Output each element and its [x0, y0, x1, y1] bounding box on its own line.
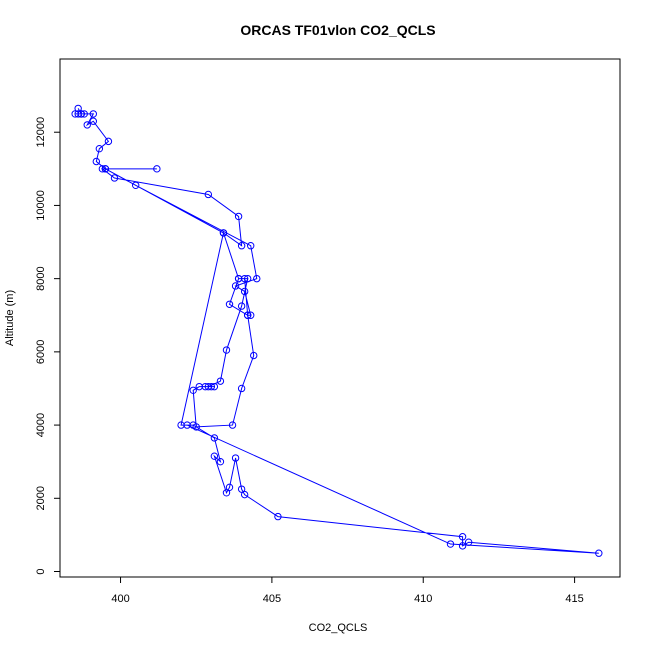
- data-point: [98, 165, 107, 173]
- data-point: [80, 110, 88, 118]
- data-point: [240, 287, 249, 296]
- data-point: [89, 110, 98, 118]
- data-point: [243, 274, 252, 283]
- x-axis: 400 405 410 415: [111, 576, 584, 605]
- data-point: [219, 229, 228, 237]
- data-point: [250, 351, 258, 360]
- data-point: [446, 540, 455, 548]
- x-tick-label: 410: [414, 593, 432, 605]
- y-tick-label: 10000: [35, 190, 47, 221]
- data-point: [253, 274, 261, 283]
- y-tick-label: 2000: [35, 486, 47, 510]
- data-point: [243, 311, 252, 319]
- data-point: [77, 110, 85, 118]
- data-point: [89, 117, 98, 125]
- data-point: [458, 533, 467, 541]
- data-point: [222, 346, 231, 354]
- data-point: [83, 121, 91, 129]
- data-point: [464, 538, 473, 546]
- y-axis: 0 2000 4000 6000 8000 10000 12000: [35, 117, 61, 575]
- data-point: [231, 454, 240, 462]
- data-point: [237, 302, 246, 310]
- data-point: [216, 457, 225, 466]
- data-point: [595, 549, 603, 557]
- data-point: [95, 144, 104, 153]
- data-point: [131, 181, 140, 190]
- data-point: [189, 386, 197, 394]
- data-point: [274, 512, 282, 521]
- data-point: [237, 384, 246, 393]
- x-axis-label: CO2_QCLS: [309, 622, 368, 634]
- data-point: [74, 104, 82, 113]
- data-point: [225, 483, 234, 492]
- chart-title: ORCAS TF01vlon CO2_QCLS: [240, 22, 435, 38]
- y-tick-label: 4000: [35, 413, 47, 437]
- data-point: [153, 165, 161, 173]
- data-point: [228, 421, 237, 429]
- series-layer: [71, 104, 603, 557]
- data-point: [225, 300, 234, 308]
- x-tick-label: 415: [565, 593, 583, 605]
- data-point: [240, 490, 249, 499]
- data-point: [234, 212, 243, 221]
- data-point: [210, 434, 219, 442]
- data-point: [237, 485, 246, 493]
- data-point: [234, 274, 243, 283]
- data-point: [104, 137, 113, 146]
- data-point: [195, 382, 203, 391]
- y-tick-label: 12000: [35, 117, 47, 148]
- y-tick-label: 6000: [35, 340, 47, 364]
- data-point: [231, 282, 240, 290]
- x-tick-label: 400: [111, 593, 129, 605]
- data-point: [110, 174, 119, 182]
- data-point: [204, 190, 213, 199]
- data-point: [222, 489, 231, 497]
- series-line: [75, 108, 599, 554]
- data-point: [210, 382, 219, 391]
- data-point: [183, 421, 191, 429]
- data-point: [458, 542, 467, 550]
- x-tick-label: 405: [263, 593, 281, 605]
- data-point: [247, 242, 255, 250]
- data-point: [210, 452, 219, 460]
- data-point: [247, 311, 255, 319]
- data-point: [237, 242, 246, 250]
- data-point: [216, 377, 225, 385]
- data-point: [92, 157, 101, 166]
- y-tick-label: 0: [35, 568, 47, 574]
- y-axis-label: Altitude (m): [4, 290, 16, 346]
- data-point: [101, 165, 110, 173]
- y-tick-label: 8000: [35, 266, 47, 290]
